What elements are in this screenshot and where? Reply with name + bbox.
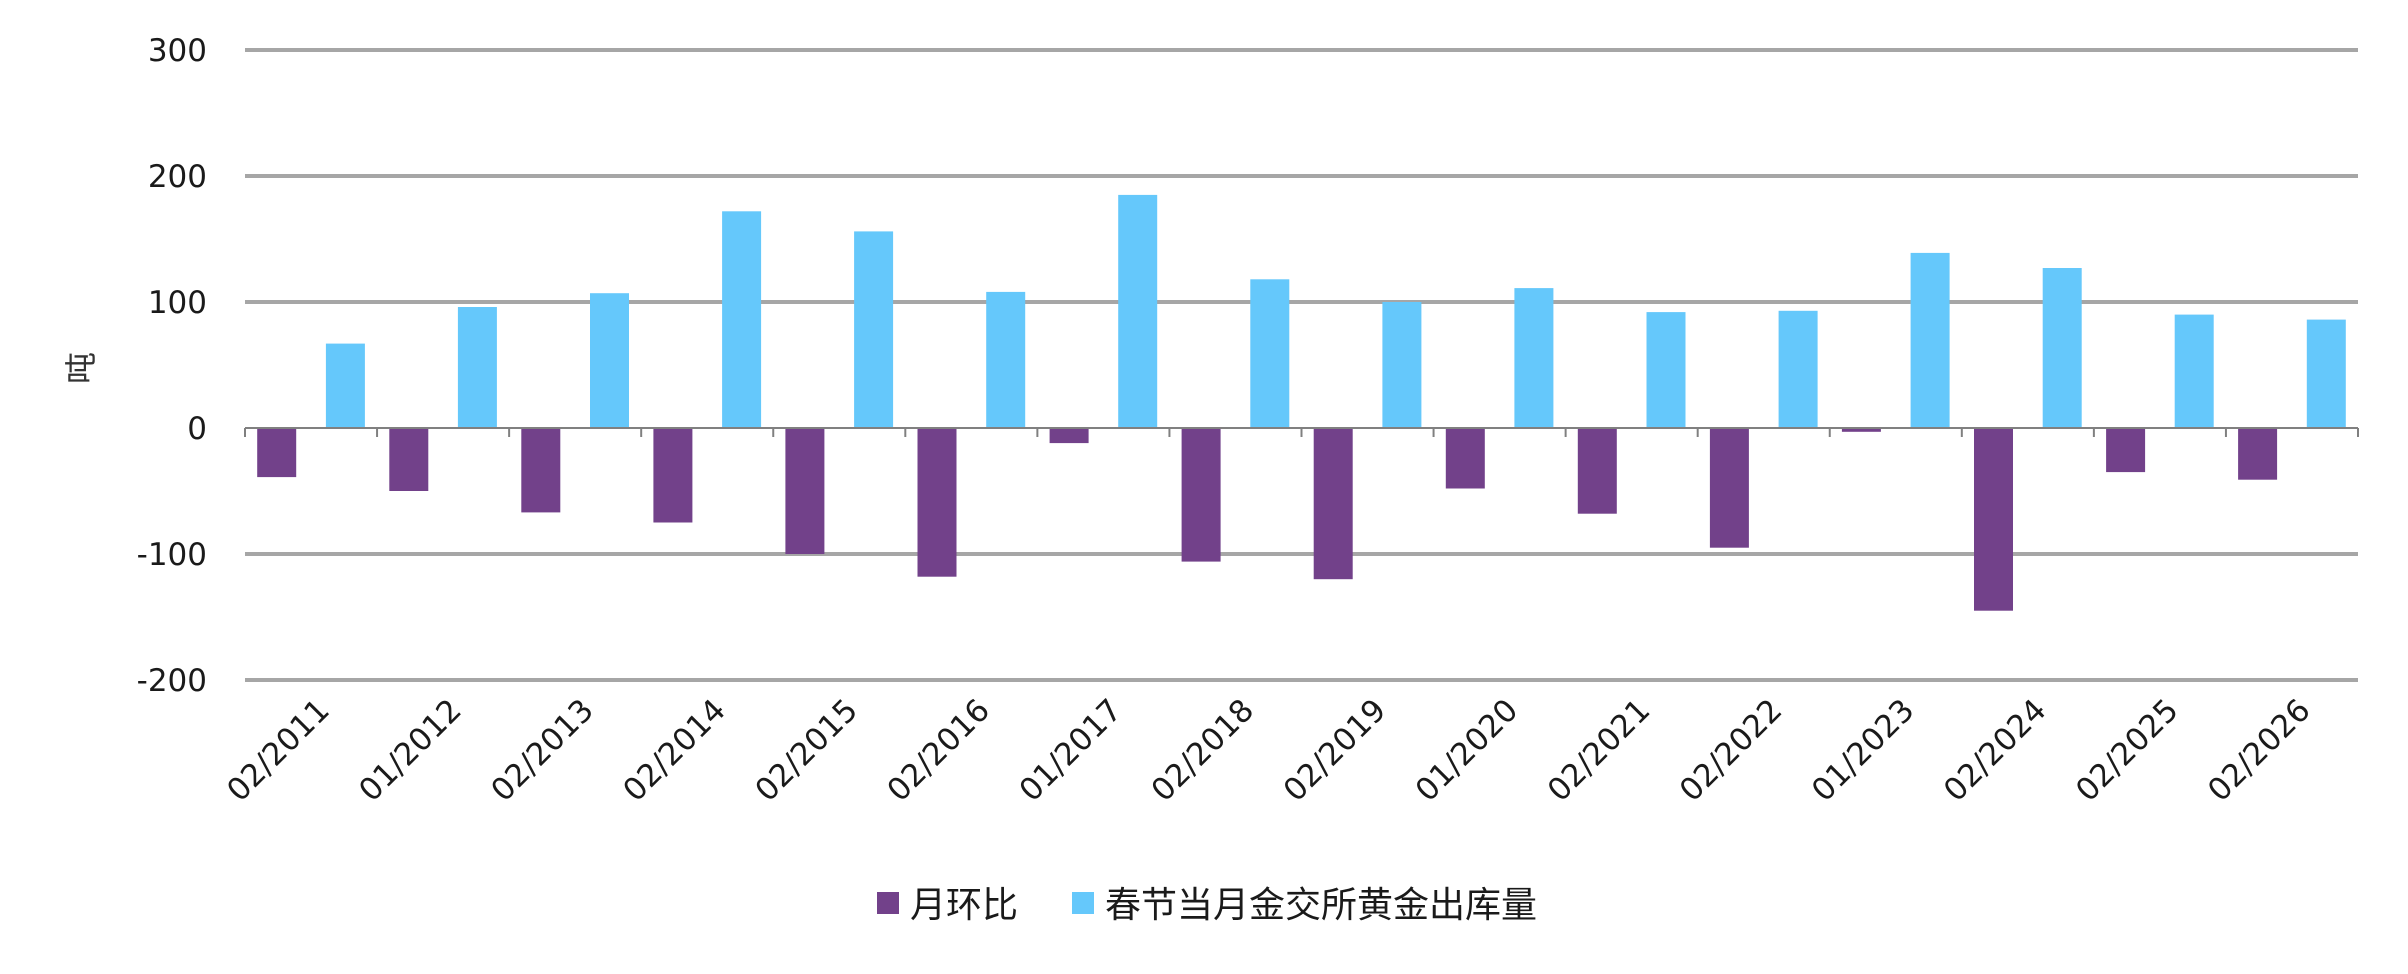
bar-mom-02/2019 [1313,428,1353,580]
bar-outflow-02/2016 [986,291,1026,428]
legend-item-outflow: 春节当月金交所黄金出库量 [1072,885,1537,926]
gridlines [245,48,2358,682]
y-tick-label: -100 [137,537,207,573]
bar-mom-02/2018 [1181,428,1221,562]
bar-outflow-02/2026 [2306,319,2346,428]
bar-mom-01/2012 [389,428,429,491]
x-tick-label: 02/2021 [1541,692,1658,809]
x-tick-label: 01/2017 [1013,692,1130,809]
y-axis-title: 吨 [62,352,100,384]
bars [257,194,2346,611]
y-tick-label: 100 [148,285,207,321]
x-axis [244,427,2359,437]
y-tick-label: 200 [148,159,207,195]
legend-item-mom: 月环比 [877,885,1018,926]
x-axis-tick-labels: 02/2011 01/2012 02/2013 02/2014 02/2015 02/20… [220,692,2317,809]
bar-mom-02/2016 [917,428,957,577]
bar-outflow-01/2012 [457,307,497,428]
x-tick-label: 02/2011 [220,692,337,809]
bar-mom-02/2014 [653,428,693,523]
bar-mom-01/2020 [1445,428,1485,489]
legend-swatch [877,892,899,914]
bar-mom-02/2026 [2238,428,2278,480]
bar-mom-02/2025 [2106,428,2146,473]
x-tick-label: 02/2022 [1673,692,1790,809]
legend: 月环比 春节当月金交所黄金出库量 [877,885,1537,926]
bar-mom-02/2022 [1709,428,1749,548]
y-axis-tick-labels: -200 -100 0 100 200 300 [137,33,207,699]
y-tick-label: -200 [137,663,207,699]
bar-mom-01/2017 [1049,428,1089,444]
bar-outflow-02/2019 [1382,302,1422,428]
bar-mom-02/2013 [521,428,561,513]
bar-outflow-02/2025 [2174,314,2214,428]
x-tick-label: 01/2020 [1409,692,1526,809]
bar-mom-02/2021 [1577,428,1617,514]
legend-label: 春节当月金交所黄金出库量 [1105,885,1537,926]
x-tick-label: 02/2013 [484,692,601,809]
x-tick-label: 02/2019 [1277,692,1394,809]
bar-outflow-02/2022 [1778,310,1818,428]
bar-mom-01/2023 [1841,428,1881,432]
bar-outflow-02/2014 [722,211,762,428]
bar-outflow-02/2021 [1646,312,1686,428]
x-tick-label: 02/2018 [1145,692,1262,809]
bar-mom-02/2015 [785,428,825,554]
bar-outflow-01/2020 [1514,288,1554,428]
x-tick-label: 02/2015 [748,692,865,809]
x-tick-label: 01/2023 [1805,692,1922,809]
y-tick-label: 300 [148,33,207,69]
x-tick-label: 02/2024 [1937,692,2054,809]
bar-outflow-01/2023 [1910,252,1950,428]
bar-mom-02/2011 [257,428,297,478]
x-tick-label: 01/2012 [352,692,469,809]
x-tick-label: 02/2025 [2069,692,2186,809]
bar-outflow-02/2024 [2042,268,2082,428]
x-tick-label: 02/2014 [616,692,733,809]
legend-label: 月环比 [910,885,1018,926]
x-tick-label: 02/2016 [880,692,997,809]
bar-mom-02/2024 [1974,428,2013,611]
bar-outflow-01/2017 [1118,194,1158,428]
x-tick-label: 02/2026 [2201,692,2318,809]
legend-swatch [1072,892,1094,914]
y-tick-label: 0 [187,411,207,447]
bar-outflow-02/2013 [590,293,629,428]
bar-outflow-02/2011 [325,343,365,428]
bar-outflow-02/2015 [854,231,894,428]
bar-outflow-02/2018 [1250,279,1290,428]
